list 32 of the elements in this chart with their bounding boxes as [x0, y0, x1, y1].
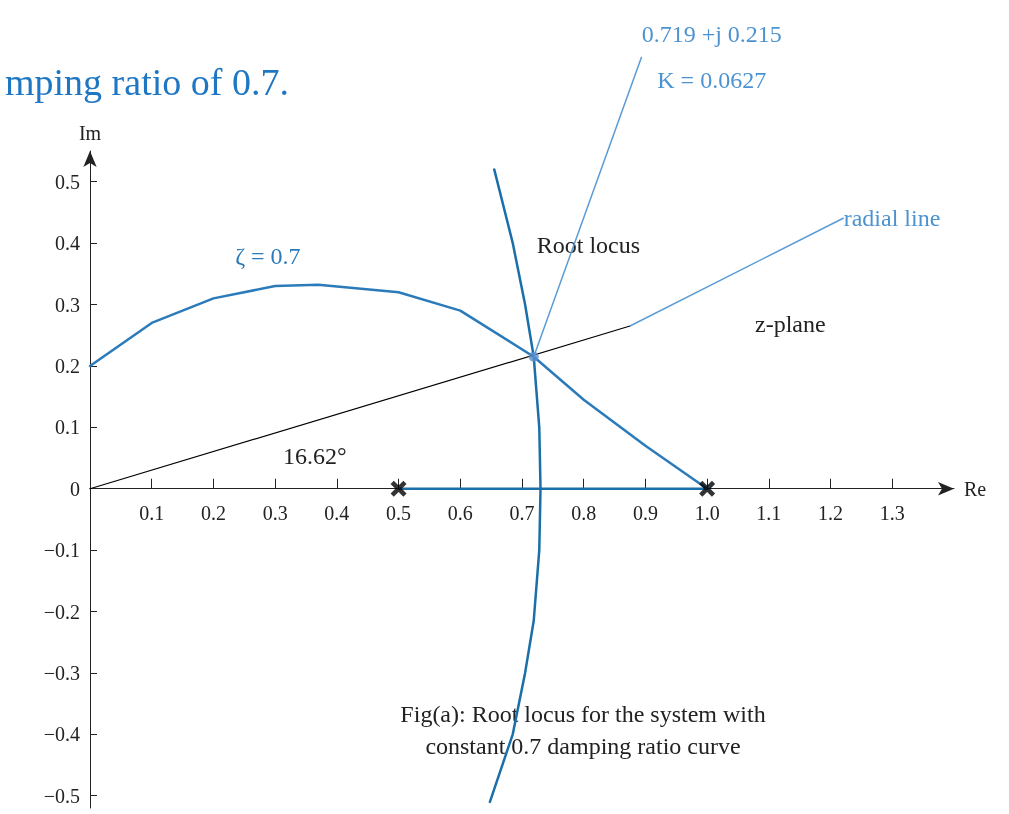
annotation: radial line [843, 205, 941, 231]
y-axis-title: Im [78, 122, 102, 144]
y-tick-label: 0 [70, 477, 80, 500]
x-tick-label: 1.2 [818, 501, 844, 524]
x-tick-label: 1.0 [694, 501, 720, 524]
x-tick-label: 0.2 [200, 501, 226, 524]
annotation: 16.62° [283, 443, 347, 469]
x-tick-label: 0.8 [571, 501, 597, 524]
y-tick-label: −0.2 [43, 600, 80, 623]
y-tick-label: 0.5 [55, 170, 80, 193]
x-tick-label: 0.5 [386, 501, 412, 524]
y-tick-label: −0.3 [43, 661, 80, 684]
x-tick-label: 0.4 [324, 501, 350, 524]
series-label: ζ = 0.7 [235, 243, 301, 270]
annotation: 0.719 +j 0.215 K = 0.0627 [641, 20, 782, 93]
y-tick-label: 0.1 [55, 416, 80, 439]
x-tick-label: 1.3 [879, 501, 905, 524]
x-tick-label: 0.6 [447, 501, 473, 524]
y-tick-label: 0.2 [55, 354, 80, 377]
y-tick-label: −0.5 [43, 784, 80, 807]
y-tick-label: −0.4 [43, 723, 80, 746]
x-tick-label: 0.7 [509, 501, 535, 524]
y-tick-label: 0.3 [55, 293, 80, 316]
x-tick-label: 0.3 [262, 501, 288, 524]
y-tick-label: 0.4 [55, 232, 80, 255]
x-tick-label: 0.1 [139, 501, 165, 524]
y-tick-label: −0.1 [43, 539, 80, 562]
x-tick-label: 0.9 [632, 501, 658, 524]
x-axis-title: Re [964, 477, 987, 500]
annotation: z-plane [755, 311, 826, 337]
x-tick-label: 1.1 [756, 501, 782, 524]
chart-title: mping ratio of 0.7. [5, 61, 289, 103]
